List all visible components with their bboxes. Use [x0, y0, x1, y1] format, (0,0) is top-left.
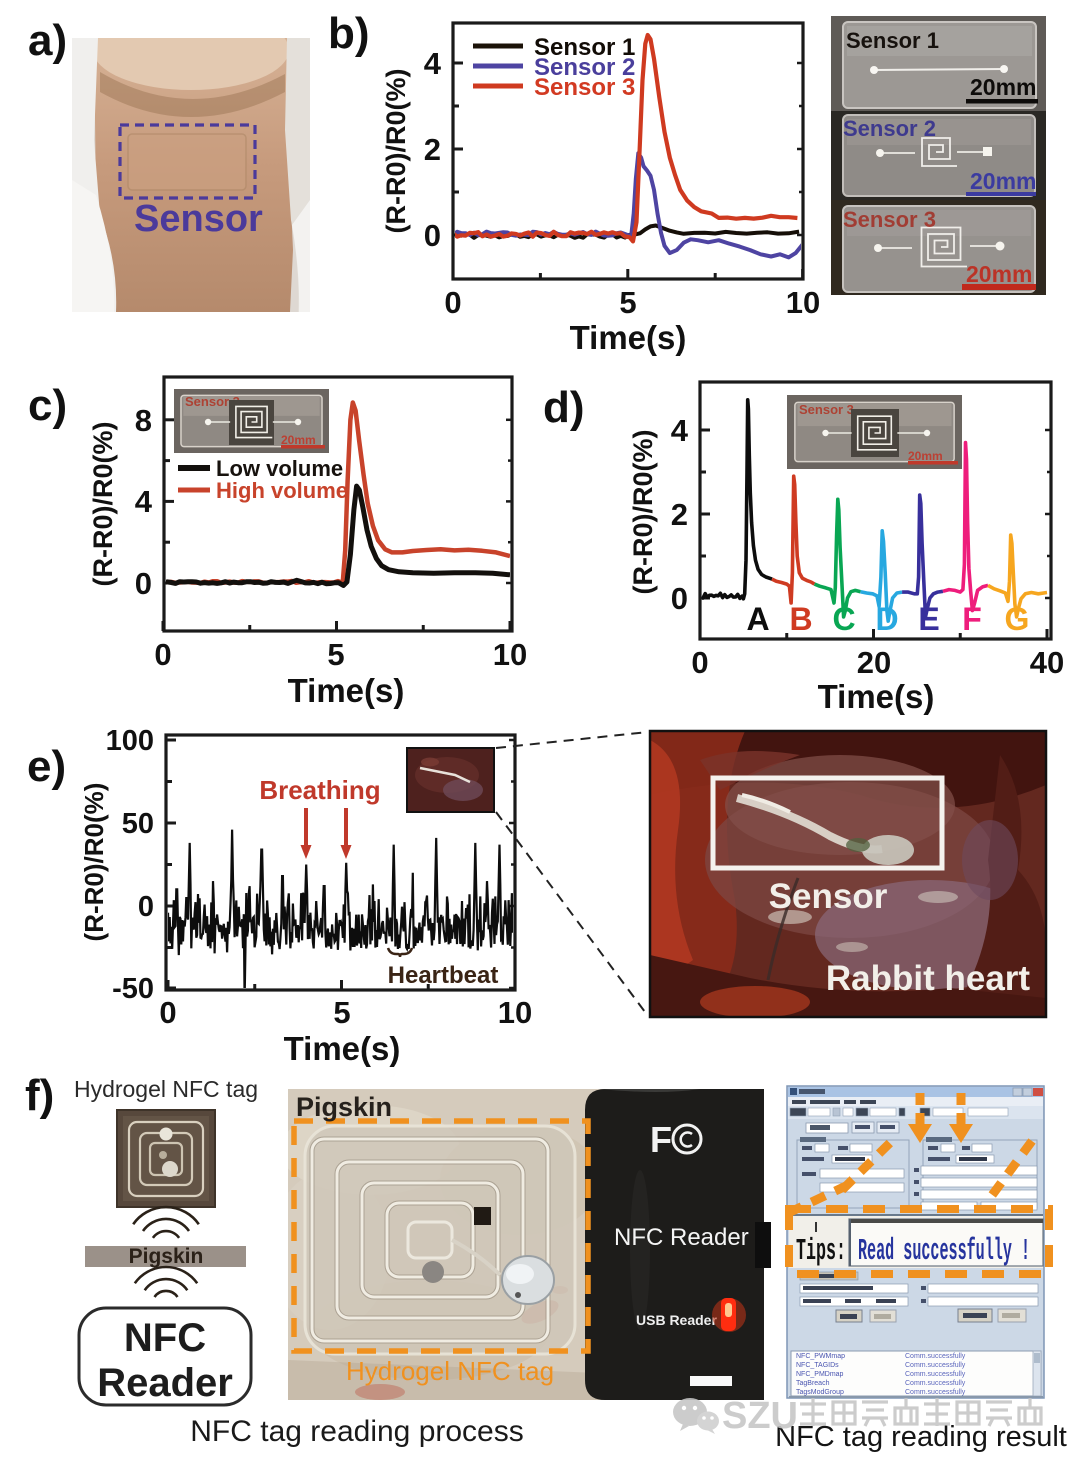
svg-text:NFC Reader: NFC Reader — [614, 1224, 749, 1251]
svg-text:NFC: NFC — [124, 1316, 206, 1360]
svg-text:50: 50 — [122, 808, 154, 840]
svg-text:0: 0 — [154, 637, 171, 672]
svg-text:Sensor 3: Sensor 3 — [185, 394, 240, 409]
svg-text:0: 0 — [138, 891, 154, 923]
svg-text:20mm: 20mm — [908, 449, 943, 463]
svg-text:Time(s): Time(s) — [288, 672, 405, 709]
svg-text:Heartbeat: Heartbeat — [388, 962, 499, 989]
svg-text:Time(s): Time(s) — [818, 678, 935, 715]
svg-text:Sensor 3: Sensor 3 — [843, 207, 936, 232]
svg-text:5: 5 — [327, 637, 344, 672]
svg-text:C: C — [832, 601, 855, 637]
svg-text:Read successfully !: Read successfully ! — [858, 1234, 1030, 1269]
svg-text:USB Reader: USB Reader — [636, 1312, 717, 1328]
svg-text:NFC tag reading process: NFC tag reading process — [190, 1415, 524, 1448]
svg-text:4: 4 — [424, 46, 442, 81]
svg-text:Sensor 1: Sensor 1 — [846, 28, 939, 53]
svg-text:0: 0 — [424, 218, 441, 253]
svg-text:Comm.successfully: Comm.successfully — [905, 1353, 966, 1360]
svg-text:Low volume: Low volume — [216, 456, 343, 481]
svg-text:20mm: 20mm — [970, 168, 1036, 194]
svg-text:b): b) — [328, 9, 370, 58]
svg-text:Sensor 1: Sensor 1 — [534, 34, 635, 61]
svg-text:Pigskin: Pigskin — [129, 1245, 204, 1268]
svg-text:5: 5 — [333, 995, 350, 1030]
svg-text:20mm: 20mm — [966, 261, 1032, 287]
svg-text:-50: -50 — [112, 973, 154, 1005]
svg-text:(R-R0)/R0(%): (R-R0)/R0(%) — [628, 430, 658, 595]
svg-text:Comm.successfully: Comm.successfully — [905, 1380, 966, 1387]
svg-text:D: D — [875, 601, 898, 637]
svg-text:Reader: Reader — [97, 1361, 233, 1405]
svg-text:High volume: High volume — [216, 478, 348, 503]
svg-text:E: E — [918, 601, 939, 637]
svg-text:2: 2 — [424, 132, 441, 167]
svg-text:Tips:: Tips: — [796, 1234, 846, 1269]
svg-text:8: 8 — [135, 403, 152, 438]
svg-text:10: 10 — [786, 285, 820, 320]
svg-text:NFC_TAGIDs: NFC_TAGIDs — [796, 1362, 839, 1369]
svg-text:Sensor 3: Sensor 3 — [534, 74, 635, 101]
svg-text:10: 10 — [493, 637, 527, 672]
svg-text:5: 5 — [619, 285, 636, 320]
svg-text:TagBreach: TagBreach — [796, 1380, 830, 1387]
svg-text:Breathing: Breathing — [259, 775, 380, 805]
svg-text:Rabbit heart: Rabbit heart — [826, 959, 1031, 998]
svg-text:Sensor 2: Sensor 2 — [534, 54, 635, 81]
svg-text:Hydrogel NFC tag: Hydrogel NFC tag — [346, 1356, 554, 1386]
svg-text:Sensor: Sensor — [134, 198, 263, 240]
svg-text:100: 100 — [106, 725, 154, 757]
svg-text:0: 0 — [135, 566, 152, 601]
svg-text:Sensor: Sensor — [769, 877, 888, 916]
svg-text:Hydrogel NFC tag: Hydrogel NFC tag — [74, 1076, 258, 1102]
svg-text:0: 0 — [671, 581, 688, 616]
svg-text:SZU: SZU — [722, 1395, 798, 1437]
svg-text:10: 10 — [498, 995, 532, 1030]
svg-text:f): f) — [25, 1071, 54, 1120]
svg-text:TagsModGroup: TagsModGroup — [796, 1389, 844, 1396]
svg-text:Comm.successfully: Comm.successfully — [905, 1389, 966, 1396]
svg-text:F: F — [962, 601, 982, 637]
svg-text:(R-R0)/R0(%): (R-R0)/R0(%) — [381, 69, 411, 234]
svg-text:Sensor 2: Sensor 2 — [843, 116, 936, 141]
svg-text:NFC_PMDmap: NFC_PMDmap — [796, 1371, 844, 1378]
svg-text:A: A — [746, 601, 769, 637]
svg-text:20mm: 20mm — [970, 74, 1036, 100]
svg-text:0: 0 — [691, 645, 708, 680]
svg-text:Comm.successfully: Comm.successfully — [905, 1362, 966, 1369]
svg-text:0: 0 — [159, 995, 176, 1030]
svg-text:c): c) — [28, 381, 67, 430]
svg-text:2: 2 — [671, 497, 688, 532]
svg-text:NFC tag reading result: NFC tag reading result — [775, 1421, 1067, 1453]
svg-text:G: G — [1005, 601, 1030, 637]
svg-text:Time(s): Time(s) — [570, 319, 687, 356]
svg-text:(R-R0)/R0(%): (R-R0)/R0(%) — [79, 783, 109, 942]
svg-text:e): e) — [27, 742, 66, 791]
svg-text:Pigskin: Pigskin — [296, 1092, 392, 1122]
svg-text:F: F — [650, 1119, 672, 1160]
svg-text:Sensor 3: Sensor 3 — [799, 402, 854, 417]
svg-text:Time(s): Time(s) — [284, 1030, 401, 1067]
svg-text:d): d) — [543, 383, 585, 432]
svg-text:4: 4 — [671, 413, 689, 448]
svg-text:B: B — [789, 601, 812, 637]
svg-text:NFC_PWMmap: NFC_PWMmap — [796, 1353, 845, 1360]
svg-text:20: 20 — [857, 645, 891, 680]
svg-text:40: 40 — [1030, 645, 1064, 680]
svg-text:(R-R0)/R0(%): (R-R0)/R0(%) — [88, 422, 118, 587]
svg-text:0: 0 — [444, 285, 461, 320]
svg-text:Comm.successfully: Comm.successfully — [905, 1371, 966, 1378]
svg-text:4: 4 — [135, 484, 153, 519]
svg-text:a): a) — [28, 16, 67, 65]
svg-text:20mm: 20mm — [281, 433, 316, 447]
